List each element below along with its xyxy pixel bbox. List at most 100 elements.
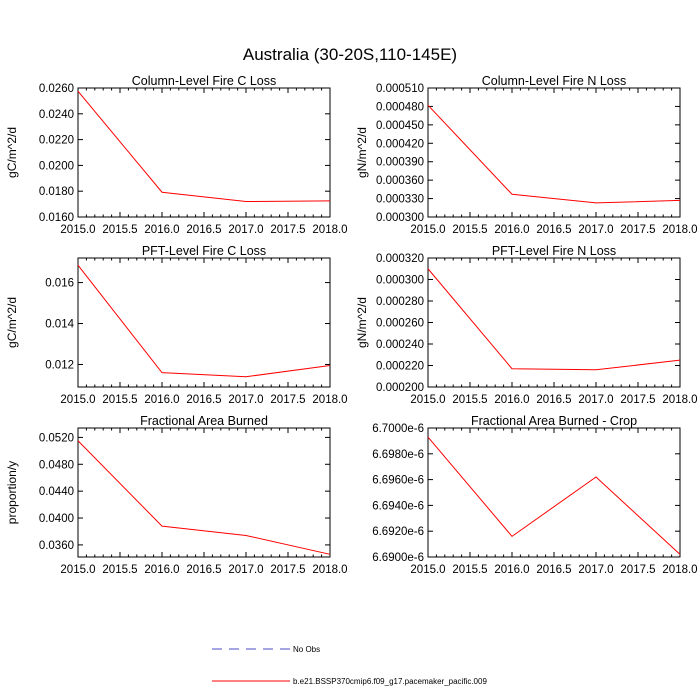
x-tick-label: 2017.0 — [228, 224, 263, 236]
x-tick-label: 2017.5 — [620, 394, 655, 406]
y-tick-label: 6.6900e-6 — [372, 552, 424, 564]
y-tick-label: 0.0240 — [39, 109, 74, 121]
y-tick-label: 0.0220 — [39, 135, 74, 147]
panel-title: PFT-Level Fire C Loss — [142, 244, 266, 258]
chart-panel: Column-Level Fire N Loss 2015.0 2015.5 2016… — [355, 74, 698, 236]
x-tick-label: 2017.0 — [228, 564, 263, 576]
x-tick-label: 2018.0 — [662, 394, 697, 406]
y-tick-label: 0.000480 — [376, 101, 424, 113]
x-tick-label: 2015.0 — [60, 224, 95, 236]
x-tick-label: 2017.0 — [578, 564, 613, 576]
x-tick-label: 2017.0 — [578, 224, 613, 236]
x-tick-label: 2018.0 — [312, 224, 347, 236]
y-tick-label: 0.0400 — [39, 513, 74, 525]
legend-label-no-obs: No Obs — [293, 645, 320, 654]
y-axis-label: gC/m^2/d — [5, 297, 19, 348]
y-tick-label: 0.0260 — [39, 83, 74, 95]
x-tick-label: 2016.5 — [536, 224, 571, 236]
y-tick-label: 0.000200 — [376, 382, 424, 394]
y-tick-label: 6.6940e-6 — [372, 500, 424, 512]
x-tick-label: 2015.0 — [410, 564, 445, 576]
panel-title: Fractional Area Burned — [140, 414, 268, 428]
y-tick-label: 0.0200 — [39, 160, 74, 172]
x-tick-label: 2015.5 — [452, 394, 487, 406]
y-tick-label: 0.000300 — [376, 275, 424, 287]
chart-panel: Fractional Area Burned - Crop 2015.0 2015.… — [372, 414, 697, 576]
x-tick-label: 2017.0 — [228, 394, 263, 406]
x-tick-label: 2015.5 — [102, 394, 137, 406]
x-tick-label: 2017.5 — [620, 224, 655, 236]
x-tick-label: 2015.5 — [102, 224, 137, 236]
x-tick-label: 2016.5 — [186, 394, 221, 406]
x-tick-label: 2016.5 — [536, 564, 571, 576]
x-tick-label: 2016.5 — [186, 224, 221, 236]
chart-panels: Column-Level Fire C Loss 2015.0 2015.5 2016… — [5, 74, 698, 576]
x-tick-label: 2016.5 — [186, 564, 221, 576]
x-tick-label: 2016.0 — [494, 394, 529, 406]
y-tick-label: 0.0520 — [39, 432, 74, 444]
series-line — [427, 104, 681, 204]
y-tick-label: 0.0480 — [39, 459, 74, 471]
x-tick-label: 2016.5 — [536, 394, 571, 406]
x-tick-label: 2017.5 — [620, 564, 655, 576]
x-tick-label: 2016.0 — [144, 564, 179, 576]
y-tick-label: 0.000450 — [376, 120, 424, 132]
x-tick-label: 2017.5 — [270, 224, 305, 236]
x-tick-label: 2016.0 — [144, 224, 179, 236]
y-tick-label: 0.000320 — [376, 253, 424, 265]
x-tick-label: 2016.0 — [144, 394, 179, 406]
series-line — [77, 440, 331, 555]
y-tick-label: 0.000280 — [376, 296, 424, 308]
panel-title: Column-Level Fire C Loss — [132, 74, 277, 88]
y-tick-label: 0.016 — [45, 278, 74, 290]
panel-title: Fractional Area Burned - Crop — [471, 414, 637, 428]
x-tick-label: 2015.0 — [60, 394, 95, 406]
y-tick-label: 6.6980e-6 — [372, 449, 424, 461]
series-line — [427, 268, 681, 371]
y-tick-label: 0.0440 — [39, 486, 74, 498]
y-tick-label: 0.0360 — [39, 540, 74, 552]
x-tick-label: 2016.0 — [494, 564, 529, 576]
figure-title: Australia (30-20S,110-145E) — [243, 45, 457, 64]
y-tick-label: 0.000510 — [376, 83, 424, 95]
y-axis-label: gN/m^2/d — [355, 127, 369, 178]
panel-title: PFT-Level Fire N Loss — [492, 244, 616, 258]
x-tick-label: 2015.0 — [60, 564, 95, 576]
y-tick-label: 0.000260 — [376, 318, 424, 330]
x-tick-label: 2015.0 — [410, 224, 445, 236]
legend-label-model-run: b.e21.BSSP370cmip6.f09_g17.pacemaker_pac… — [293, 677, 487, 686]
y-axis-label: gN/m^2/d — [355, 297, 369, 348]
y-tick-label: 0.000300 — [376, 212, 424, 224]
x-tick-label: 2015.0 — [410, 394, 445, 406]
series-line — [77, 264, 331, 378]
x-tick-label: 2018.0 — [662, 224, 697, 236]
y-tick-label: 6.7000e-6 — [372, 423, 424, 435]
x-tick-label: 2015.5 — [452, 564, 487, 576]
x-tick-label: 2016.0 — [494, 224, 529, 236]
x-tick-label: 2017.5 — [270, 394, 305, 406]
chart-panel: PFT-Level Fire C Loss 2015.0 2015.5 2016.0 2… — [5, 244, 348, 406]
chart-panel: Column-Level Fire C Loss 2015.0 2015.5 2016… — [5, 74, 348, 236]
y-tick-label: 0.000420 — [376, 138, 424, 150]
x-tick-label: 2017.5 — [270, 564, 305, 576]
x-tick-label: 2018.0 — [312, 394, 347, 406]
y-tick-label: 0.000390 — [376, 157, 424, 169]
x-tick-label: 2018.0 — [662, 564, 697, 576]
x-tick-label: 2018.0 — [312, 564, 347, 576]
y-tick-label: 0.012 — [45, 359, 74, 371]
panel-title: Column-Level Fire N Loss — [482, 74, 627, 88]
series-line — [77, 90, 331, 203]
chart-panel: PFT-Level Fire N Loss 2015.0 2015.5 2016.0 2… — [355, 244, 698, 406]
x-tick-label: 2015.5 — [102, 564, 137, 576]
chart-panel: Fractional Area Burned 2015.0 2015.5 2016.0… — [5, 414, 348, 576]
y-tick-label: 0.000240 — [376, 339, 424, 351]
y-tick-label: 6.6960e-6 — [372, 475, 424, 487]
x-tick-label: 2017.0 — [578, 394, 613, 406]
series-line — [427, 436, 681, 555]
x-tick-label: 2015.5 — [452, 224, 487, 236]
y-axis-label: proportion/y — [5, 461, 19, 524]
y-tick-label: 0.0160 — [39, 212, 74, 224]
y-tick-label: 0.0180 — [39, 186, 74, 198]
